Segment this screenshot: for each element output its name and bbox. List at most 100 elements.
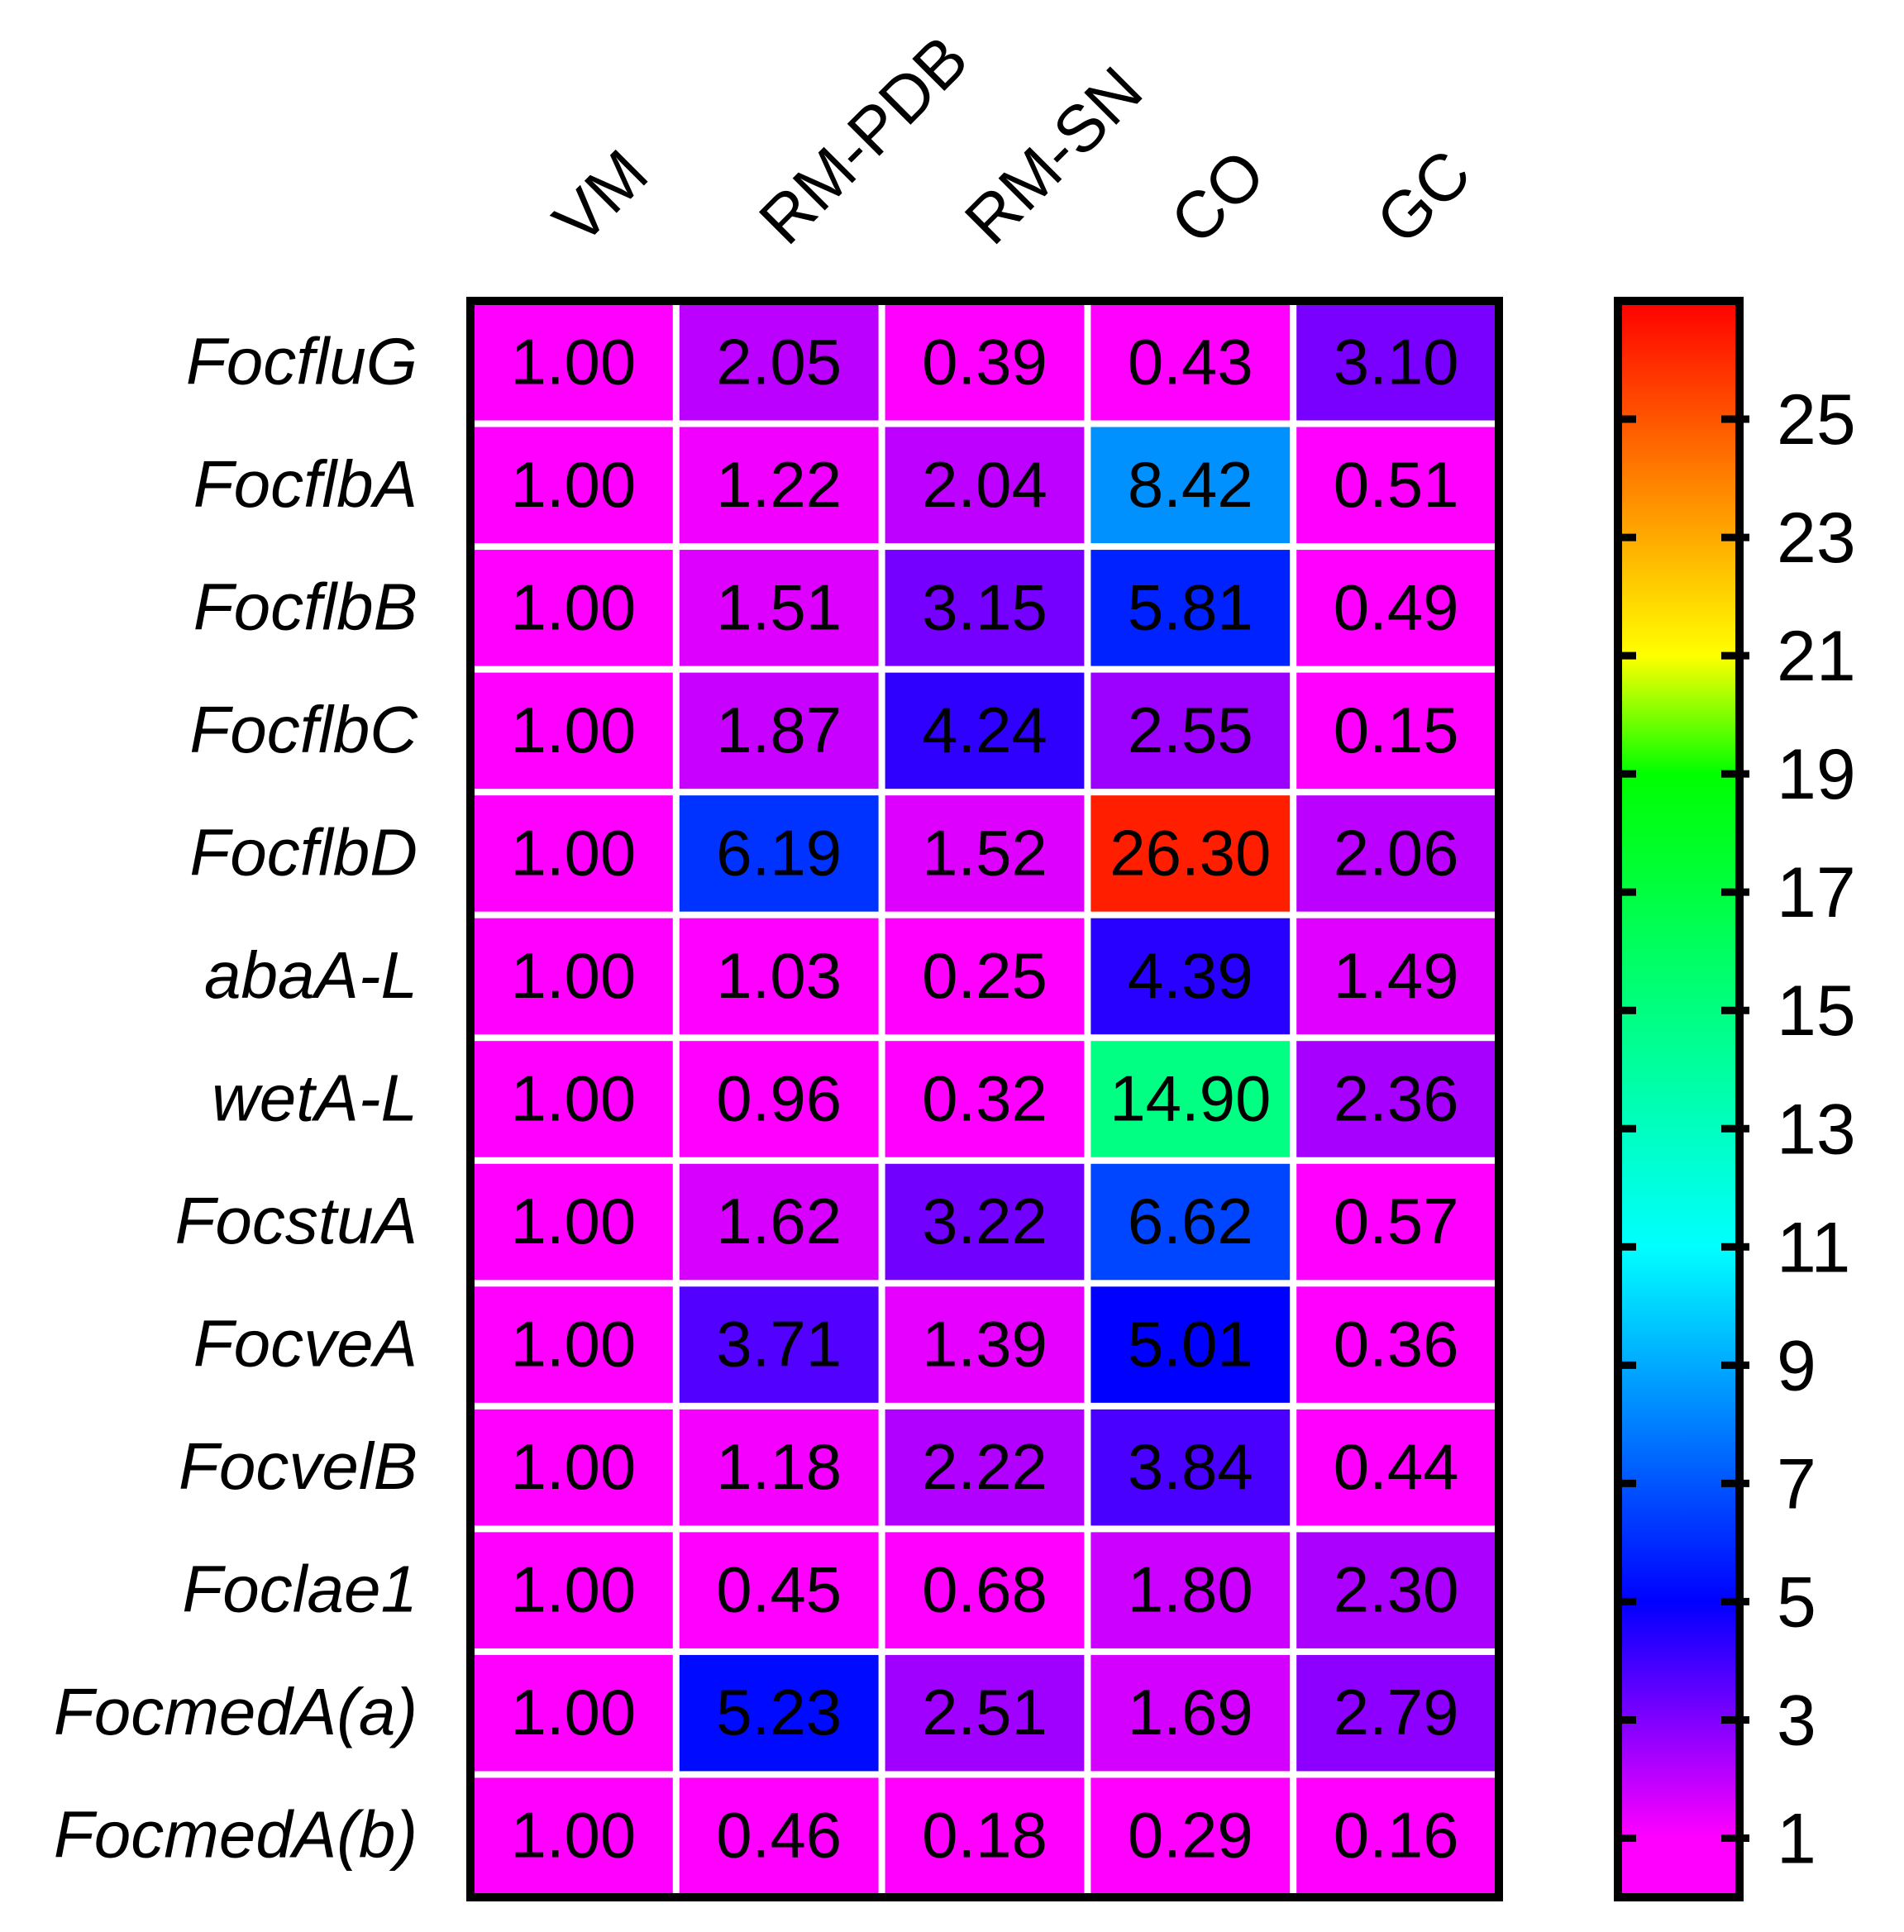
colorbar-tick-label: 15 [1777, 971, 1856, 1051]
cell-value-label: 5.01 [1128, 1308, 1253, 1381]
cell-value-label: 1.00 [510, 1185, 636, 1257]
row-label: FocflbC [189, 693, 418, 766]
column-label: GC [1362, 136, 1485, 258]
cell-value-label: 1.22 [716, 448, 842, 521]
heatmap-cell-FocstuA-RM-SN [885, 1163, 1085, 1281]
cell-value-label: 0.18 [922, 1799, 1047, 1872]
heatmap-cell-FocfluG-VM [474, 304, 673, 421]
heatmap-cell-FocvelB-RM-SN [885, 1409, 1085, 1526]
heatmap-cell-FocstuA-RM-PDB [679, 1163, 879, 1281]
colorbar-border [1614, 297, 1744, 1901]
heatmap-cell-FocmedA(a)-GC [1296, 1654, 1496, 1772]
heatmap-cell-abaA-L-VM [474, 918, 673, 1035]
heatmap-cell-wetA-L-RM-SN [885, 1041, 1085, 1157]
heatmap-cell-FocflbC-CO [1090, 672, 1291, 789]
column-label: RM-SN [951, 53, 1156, 258]
cell-value-label: 2.51 [922, 1676, 1047, 1748]
heatmap-cell-abaA-L-RM-SN [885, 918, 1085, 1035]
heatmap-cell-FocflbB-GC [1296, 550, 1496, 666]
heatmap-cell-FocflbB-RM-PDB [679, 550, 879, 666]
row-label: FocfluG [186, 324, 418, 398]
cell-value-label: 1.62 [716, 1185, 842, 1257]
cell-value-label: 3.15 [922, 570, 1047, 643]
heatmap-cell-abaA-L-CO [1090, 918, 1291, 1035]
heatmap-cell-FocflbD-CO [1090, 795, 1291, 912]
cell-value-label: 6.19 [716, 816, 842, 889]
column-label: CO [1157, 136, 1279, 258]
column-label: VM [539, 136, 661, 258]
heatmap-cell-FocstuA-GC [1296, 1163, 1496, 1281]
cell-value-label: 5.81 [1128, 570, 1253, 643]
heatmap-cell-FocflbC-RM-PDB [679, 672, 879, 789]
cell-value-label: 0.46 [716, 1799, 842, 1872]
heatmap-cell-FocflbA-CO [1090, 427, 1291, 544]
heatmap-cell-wetA-L-GC [1296, 1041, 1496, 1157]
cell-value-label: 0.29 [1128, 1799, 1253, 1872]
cell-value-label: 2.04 [922, 448, 1047, 521]
cell-value-label: 2.22 [922, 1430, 1047, 1503]
cell-value-label: 0.51 [1334, 448, 1459, 521]
cell-value-label: 6.62 [1128, 1185, 1253, 1257]
row-label: wetA-L [212, 1061, 418, 1135]
heatmap-cell-FocflbD-VM [474, 795, 673, 912]
heatmap-cell-labels: 1.00 2.05 0.39 0.43 3.10 1.00 1.22 2.04 8.42 0.51… [510, 325, 1458, 1871]
cell-value-label: 2.55 [1128, 694, 1253, 766]
heatmap-cell-FocmedA(b)-RM-PDB [679, 1777, 879, 1894]
cell-value-label: 1.69 [1128, 1676, 1253, 1748]
cell-value-label: 2.36 [1334, 1062, 1459, 1135]
cell-value-label: 0.96 [716, 1062, 842, 1135]
heatmap-cell-FocvelB-GC [1296, 1409, 1496, 1526]
cell-value-label: 1.00 [510, 694, 636, 766]
heatmap-cell-FocveA-GC [1296, 1286, 1496, 1403]
cell-value-label: 1.00 [510, 448, 636, 521]
row-label: FocvelB [179, 1429, 418, 1503]
heatmap-cell-FocveA-VM [474, 1286, 673, 1403]
heatmap-cell-FocmedA(a)-CO [1090, 1654, 1291, 1772]
heatmap-cell-FocmedA(b)-GC [1296, 1777, 1496, 1894]
cell-value-label: 0.49 [1334, 570, 1459, 643]
heatmap-cell-wetA-L-VM [474, 1041, 673, 1157]
cell-value-label: 1.87 [716, 694, 842, 766]
heatmap-cell-FocmedA(a)-RM-SN [885, 1654, 1085, 1772]
row-labels: FocfluG FocflbA FocflbB FocflbC FocflbD abaA-… [54, 324, 418, 1871]
heatmap-cell-FocfluG-GC [1296, 304, 1496, 421]
cell-value-label: 0.68 [922, 1553, 1047, 1626]
heatmap-cell-FocfluG-RM-SN [885, 304, 1085, 421]
row-label: FocmedA(b) [54, 1798, 418, 1872]
cell-value-label: 1.03 [716, 939, 842, 1012]
row-label: FocflbD [189, 815, 418, 889]
colorbar-tick-label: 13 [1777, 1090, 1856, 1169]
cell-value-label: 3.10 [1334, 325, 1459, 398]
cell-value-label: 1.00 [510, 1799, 636, 1872]
cell-value-label: 2.06 [1334, 816, 1459, 889]
colorbar-tick-label: 23 [1777, 499, 1856, 578]
heatmap-cells [470, 301, 1499, 1897]
heatmap-cell-FocfluG-RM-PDB [679, 304, 879, 421]
heatmap-cell-FocmedA(a)-VM [474, 1654, 673, 1772]
column-label: RM-PDB [745, 21, 981, 258]
heatmap-cell-FocflbD-GC [1296, 795, 1496, 912]
heatmap-cell-abaA-L-RM-PDB [679, 918, 879, 1035]
colorbar-tick-label: 17 [1777, 853, 1856, 933]
cell-value-label: 0.16 [1334, 1799, 1459, 1872]
colorbar-tick-label: 19 [1777, 735, 1856, 814]
row-label: FocmedA(a) [54, 1675, 418, 1748]
heatmap-cell-FocveA-RM-SN [885, 1286, 1085, 1403]
cell-value-label: 1.00 [510, 1430, 636, 1503]
heatmap-cell-FocflbD-RM-SN [885, 795, 1085, 912]
heatmap-cell-FocvelB-CO [1090, 1409, 1291, 1526]
cell-value-label: 0.57 [1334, 1185, 1459, 1257]
cell-value-label: 26.30 [1109, 816, 1271, 889]
cell-value-label: 5.23 [716, 1676, 842, 1748]
heatmap-cell-FocstuA-VM [474, 1163, 673, 1281]
colorbar-tick-label: 21 [1777, 617, 1856, 696]
heatmap-cell-FocmedA(a)-RM-PDB [679, 1654, 879, 1772]
heatmap-cell-Foclae1-VM [474, 1532, 673, 1648]
row-label: FocflbB [193, 570, 418, 643]
colorbar-tick-label: 3 [1777, 1681, 1816, 1760]
cell-value-label: 0.43 [1128, 325, 1253, 398]
heatmap-cell-FocmedA(b)-VM [474, 1777, 673, 1894]
colorbar-tick-label: 7 [1777, 1444, 1816, 1524]
row-label: FocstuA [175, 1184, 418, 1257]
